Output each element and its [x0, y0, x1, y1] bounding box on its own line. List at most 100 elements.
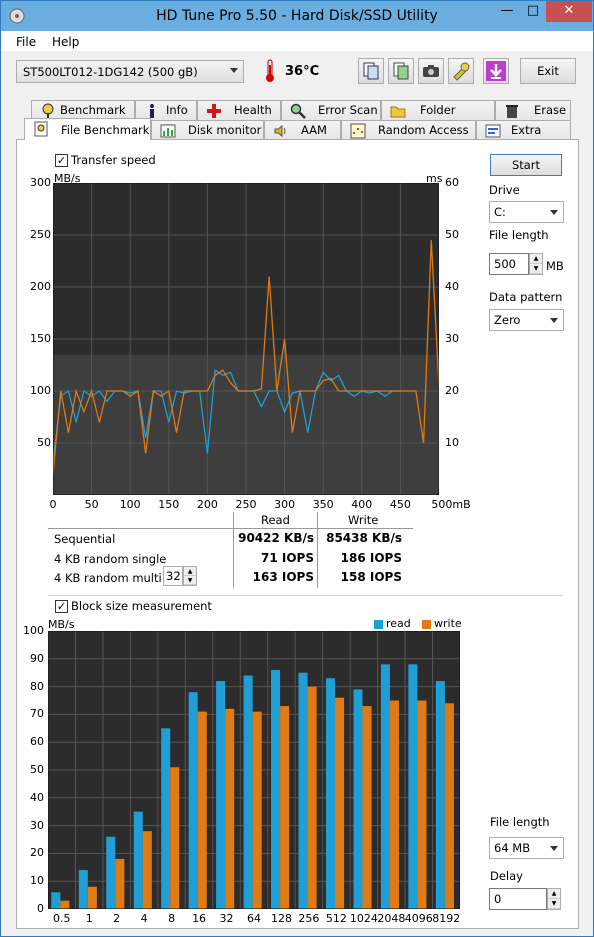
tab-extra-tests[interactable]: Extra tests — [476, 120, 571, 156]
spin-up-icon[interactable]: ▲ — [530, 254, 542, 264]
x-tick: 512 — [325, 912, 347, 925]
x-tick: 450 — [389, 498, 411, 511]
tab-folder-usage[interactable]: Folder Usage — [381, 100, 495, 136]
transfer-speed-label: Transfer speed — [71, 153, 156, 167]
start-button[interactable]: Start — [490, 154, 562, 176]
block-size-checkbox[interactable]: ✓ — [55, 600, 68, 613]
menu-file[interactable]: File — [16, 35, 37, 49]
y-tick: 80 — [30, 679, 44, 693]
transfer-speed-checkbox[interactable]: ✓ — [55, 154, 68, 167]
bar-write — [142, 831, 152, 909]
legend-write-label: write — [434, 617, 462, 630]
spin-down-icon[interactable]: ▼ — [530, 264, 542, 274]
tab-label: Random Access — [378, 123, 469, 137]
spin-up-icon[interactable]: ▲ — [184, 567, 196, 576]
tab-label: Disk monitor — [188, 123, 262, 137]
drive-dropdown[interactable]: C: — [489, 201, 564, 223]
chevron-down-icon — [550, 846, 558, 851]
y-unit-left: MB/s — [54, 172, 81, 185]
y-tick-left: 100 — [30, 384, 51, 397]
temperature-readout: 36°C — [285, 64, 320, 79]
queue-depth-spinner[interactable]: ▲ ▼ — [183, 566, 197, 586]
y-tick: 50 — [30, 763, 44, 776]
delay-spinner[interactable]: ▲ ▼ — [547, 888, 561, 910]
spin-up-icon[interactable]: ▲ — [548, 889, 560, 899]
x-tick: 500mB — [431, 498, 471, 511]
tab-erase[interactable]: Erase — [495, 100, 571, 120]
file-length-spinner[interactable]: ▲ ▼ — [529, 253, 543, 275]
x-tick: 100 — [119, 498, 141, 511]
menu-help[interactable]: Help — [52, 35, 80, 49]
x-tick: 32 — [219, 912, 234, 925]
y-tick-right: 10 — [445, 436, 459, 449]
copy-info-button[interactable] — [358, 58, 384, 84]
screenshot-button[interactable] — [418, 58, 444, 84]
bar-write — [197, 711, 207, 909]
minimize-button[interactable]: — — [500, 3, 514, 18]
magnifier-icon — [290, 103, 306, 119]
delay-input[interactable]: 0 — [489, 888, 547, 910]
random-single-read: 71 IOPS — [261, 551, 314, 565]
x-tick: 64 — [247, 912, 261, 925]
tools-icon — [453, 62, 470, 81]
maximize-button[interactable]: □ — [526, 3, 540, 18]
y-tick: 20 — [30, 846, 44, 860]
tab-aam[interactable]: AAM — [264, 120, 341, 140]
tab-error-scan[interactable]: Error Scan — [281, 100, 381, 120]
trash-icon — [506, 105, 518, 118]
y-tick-right: 60 — [445, 176, 459, 189]
data-pattern-dropdown[interactable]: Zero — [489, 309, 564, 331]
drive-select[interactable]: ST500LT012-1DG142 (500 gB) — [16, 60, 244, 83]
results-divider — [48, 528, 413, 529]
bar-read — [380, 664, 390, 909]
tab-disk-monitor[interactable]: Disk monitor — [151, 120, 264, 140]
benchmark-icon — [42, 103, 54, 118]
results-col-divider — [317, 512, 318, 588]
bar-read — [216, 681, 226, 909]
title-bar: HD Tune Pro 5.50 - Hard Disk/SSD Utility… — [1, 1, 593, 31]
x-tick: 300 — [274, 498, 296, 511]
x-tick: 4096 — [404, 912, 433, 925]
folder-icon — [390, 106, 406, 118]
y-tick-right: 50 — [445, 228, 459, 241]
tab-random-access[interactable]: Random Access — [341, 120, 476, 140]
tab-file-benchmark[interactable]: File Benchmark — [24, 118, 151, 140]
x-tick: 350 — [312, 498, 334, 511]
spin-down-icon[interactable]: ▼ — [548, 899, 560, 909]
copy-screenshot-button[interactable] — [388, 58, 414, 84]
exit-button[interactable]: Exit — [520, 58, 576, 84]
x-tick: 4 — [140, 912, 148, 925]
download-button[interactable] — [483, 58, 509, 84]
x-tick: 250 — [235, 498, 257, 511]
copy-info-icon — [363, 62, 379, 80]
spin-down-icon[interactable]: ▼ — [184, 576, 196, 585]
tab-health[interactable]: Health — [197, 100, 281, 120]
tab-info[interactable]: Info — [135, 100, 197, 120]
bar-read — [78, 870, 88, 909]
file-length-input[interactable]: 500 — [489, 253, 529, 275]
queue-depth-input[interactable]: 32 — [163, 566, 183, 586]
y-tick: 40 — [30, 790, 44, 804]
bar-write — [225, 708, 235, 909]
bar-read — [188, 692, 198, 909]
tab-label: Info — [166, 103, 188, 117]
copy-screenshot-icon — [393, 62, 409, 80]
info-icon — [150, 104, 154, 118]
app-icon — [9, 8, 25, 24]
file-length-unit: MB — [546, 259, 564, 273]
y-tick-left: 150 — [30, 332, 51, 345]
bar-write — [87, 886, 97, 909]
block-file-length-dropdown[interactable]: 64 MB — [489, 837, 564, 859]
close-button[interactable]: ✕ — [546, 1, 592, 22]
series-line-write — [53, 240, 439, 475]
options-button[interactable] — [448, 58, 474, 84]
tab-benchmark[interactable]: Benchmark — [31, 100, 135, 120]
bar-read — [271, 669, 281, 909]
bar-write — [335, 697, 345, 909]
section-divider — [48, 595, 563, 596]
data-pattern-value: Zero — [494, 313, 521, 327]
x-tick: 1024 — [349, 912, 378, 925]
tab-label: Error Scan — [318, 103, 378, 117]
file-length-input-value: 500 — [494, 257, 516, 271]
y-unit-right: ms — [426, 172, 443, 185]
